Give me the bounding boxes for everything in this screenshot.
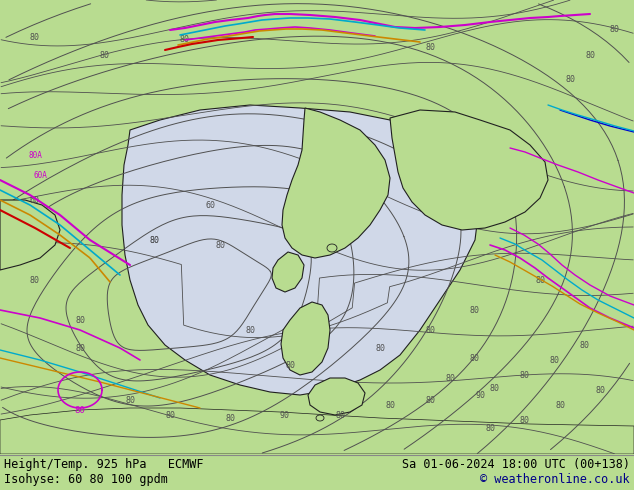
Text: Height/Temp. 925 hPa   ECMWF: Height/Temp. 925 hPa ECMWF xyxy=(4,458,204,471)
Text: © weatheronline.co.uk: © weatheronline.co.uk xyxy=(481,473,630,486)
Text: 80: 80 xyxy=(470,353,480,363)
Text: 80: 80 xyxy=(565,75,575,84)
Text: 60: 60 xyxy=(205,200,215,210)
Text: 80: 80 xyxy=(485,423,495,433)
Polygon shape xyxy=(281,302,330,375)
Text: 60A: 60A xyxy=(33,171,47,179)
Text: 80: 80 xyxy=(470,305,480,315)
Polygon shape xyxy=(308,378,365,415)
Text: 80: 80 xyxy=(375,343,385,352)
Text: 80: 80 xyxy=(75,343,85,352)
Text: 80: 80 xyxy=(385,400,395,410)
Text: 80: 80 xyxy=(580,341,590,349)
Text: 80: 80 xyxy=(425,44,435,52)
Text: 80: 80 xyxy=(335,411,345,419)
Text: 80: 80 xyxy=(225,414,235,422)
Polygon shape xyxy=(327,244,337,252)
Text: 80: 80 xyxy=(180,35,190,45)
Text: Isohyse: 60 80 100 gpdm: Isohyse: 60 80 100 gpdm xyxy=(4,473,168,486)
Polygon shape xyxy=(282,108,390,258)
Polygon shape xyxy=(272,252,304,292)
Text: 80: 80 xyxy=(550,356,560,365)
Polygon shape xyxy=(0,408,634,454)
Text: Sa 01-06-2024 18:00 UTC (00+138): Sa 01-06-2024 18:00 UTC (00+138) xyxy=(402,458,630,471)
Text: 80: 80 xyxy=(125,395,135,405)
Text: 80: 80 xyxy=(425,395,435,405)
Text: 80: 80 xyxy=(585,50,595,59)
Text: 80: 80 xyxy=(165,411,175,419)
Text: 80A: 80A xyxy=(28,150,42,160)
Text: 80: 80 xyxy=(30,275,40,285)
Text: 80: 80 xyxy=(520,416,530,424)
Polygon shape xyxy=(390,110,548,230)
Text: 80: 80 xyxy=(490,384,500,392)
Text: 80: 80 xyxy=(520,370,530,379)
Text: 80: 80 xyxy=(425,325,435,335)
Text: 80: 80 xyxy=(30,33,40,43)
Polygon shape xyxy=(0,200,60,270)
Text: 80: 80 xyxy=(285,361,295,369)
Text: 60: 60 xyxy=(30,196,40,204)
Text: 80: 80 xyxy=(75,406,86,415)
Text: 80: 80 xyxy=(245,325,255,335)
Text: 90: 90 xyxy=(475,391,485,399)
Polygon shape xyxy=(122,105,480,395)
Text: 80: 80 xyxy=(100,50,110,59)
Text: 80: 80 xyxy=(610,25,620,34)
Text: 80: 80 xyxy=(215,241,225,249)
Text: 80: 80 xyxy=(75,316,85,324)
Text: 80: 80 xyxy=(535,275,545,285)
Text: 80: 80 xyxy=(445,373,455,383)
Text: 80: 80 xyxy=(595,386,605,394)
Text: 80: 80 xyxy=(555,400,565,410)
Text: 90: 90 xyxy=(280,411,290,419)
Polygon shape xyxy=(316,415,324,421)
Text: 80: 80 xyxy=(150,236,160,245)
